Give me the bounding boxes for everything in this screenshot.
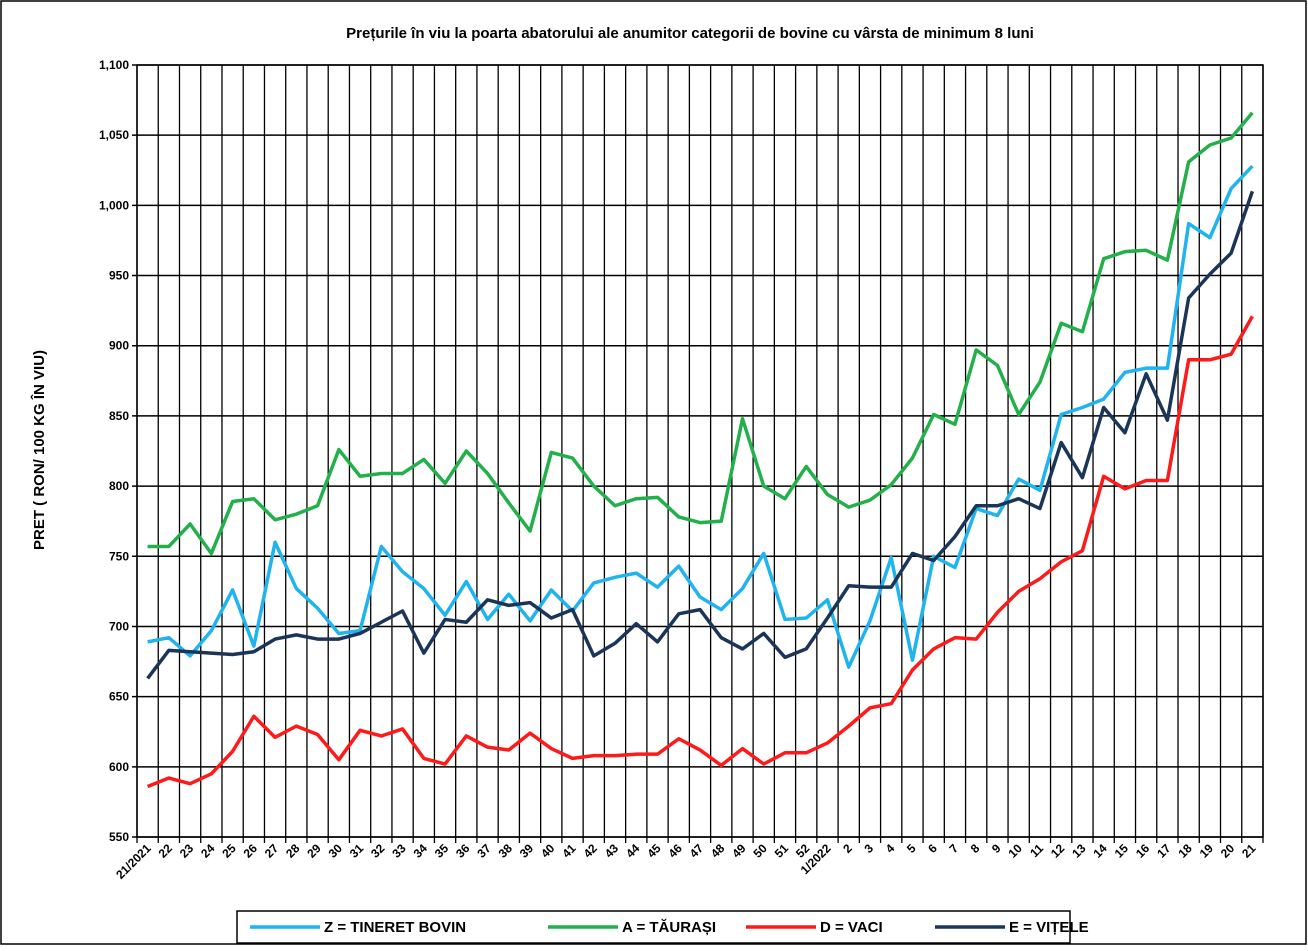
legend-label: D = VACI — [820, 919, 883, 936]
y-tick-label: 1,000 — [99, 198, 129, 212]
legend-label: E = VIȚELE — [1009, 919, 1089, 936]
series-line — [147, 111, 1254, 556]
y-tick-label: 950 — [109, 269, 129, 283]
y-tick-label: 550 — [109, 830, 129, 844]
y-tick-label: 700 — [109, 619, 129, 633]
series-line — [146, 190, 1255, 680]
series-line — [146, 315, 1254, 789]
chart-title: Prețurile în viu la poarta abatorului al… — [346, 25, 1034, 42]
series-line — [147, 164, 1254, 669]
y-tick-label: 650 — [109, 690, 129, 704]
legend-label: A = TĂURAȘI — [622, 919, 716, 936]
y-tick-label: 1,100 — [99, 58, 129, 72]
y-tick-label: 850 — [109, 409, 129, 423]
legend-label: Z = TINERET BOVIN — [324, 919, 466, 936]
y-tick-label: 900 — [109, 339, 129, 353]
y-axis-label: PRET ( RON/ 100 KG ÎN VIU) — [30, 350, 48, 550]
plot-border — [136, 64, 1264, 838]
y-tick-label: 800 — [109, 479, 129, 493]
y-tick-label: 1,050 — [99, 128, 129, 142]
y-tick-label: 750 — [109, 549, 129, 563]
y-tick-label: 600 — [109, 760, 129, 774]
legend — [236, 910, 1071, 944]
